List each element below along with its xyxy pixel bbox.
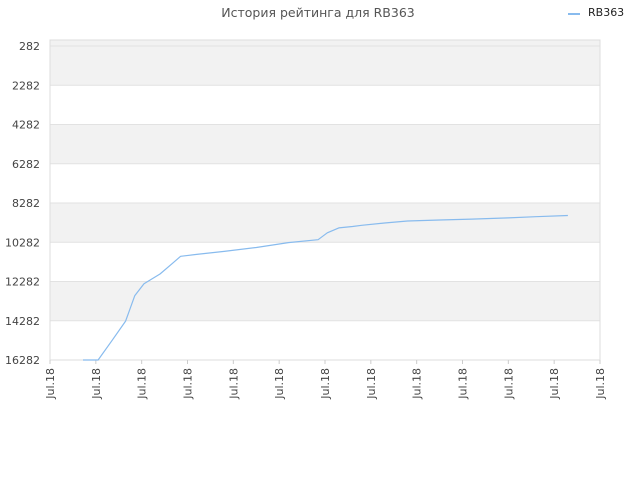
x-tick-label: Jul.18	[90, 368, 103, 400]
background-band	[50, 281, 600, 321]
x-tick-label: Jul.18	[136, 368, 149, 400]
legend-label-rb363: RB363	[588, 6, 624, 19]
y-tick-label: 14282	[5, 315, 40, 328]
background-band	[50, 124, 600, 164]
x-tick-label: Jul.18	[319, 368, 332, 400]
x-tick-label: Jul.18	[411, 368, 424, 400]
series-line-rb363	[83, 214, 568, 361]
series-lines	[83, 214, 568, 361]
background-band	[50, 242, 600, 282]
background-band	[50, 46, 600, 86]
background-band	[50, 40, 600, 46]
plot-background-bands	[50, 40, 600, 360]
y-tick-label: 12282	[5, 276, 40, 289]
y-tick-label: 6282	[12, 158, 40, 171]
x-tick-label: Jul.18	[502, 368, 515, 400]
x-tick-label: Jul.18	[548, 368, 561, 400]
legend: RB363	[568, 6, 624, 19]
chart-title: История рейтинга для RB363	[221, 5, 414, 20]
x-tick-label: Jul.18	[182, 368, 195, 400]
background-band	[50, 163, 600, 203]
y-tick-label: 4282	[12, 119, 40, 132]
background-band	[50, 203, 600, 243]
y-tick-label: 2282	[12, 79, 40, 92]
x-tick-label: Jul.18	[457, 368, 470, 400]
x-tick-label: Jul.18	[594, 368, 607, 400]
y-tick-label: 16282	[5, 354, 40, 367]
x-tick-label: Jul.18	[273, 368, 286, 400]
x-tick-label: Jul.18	[44, 368, 57, 400]
y-tick-label: 10282	[5, 236, 40, 249]
y-axis-ticks: 282 2282 4282 6282 8282 10282 12282 14282 16282	[5, 40, 40, 367]
x-tick-label: Jul.18	[227, 368, 240, 400]
x-axis-ticks: Jul.18 Jul.18 Jul.18 Jul.18 Jul.18 Jul.18 Jul.…	[44, 360, 607, 400]
background-band	[50, 85, 600, 125]
y-tick-label: 282	[19, 40, 40, 53]
y-tick-label: 8282	[12, 197, 40, 210]
x-tick-label: Jul.18	[365, 368, 378, 400]
background-band	[50, 320, 600, 360]
